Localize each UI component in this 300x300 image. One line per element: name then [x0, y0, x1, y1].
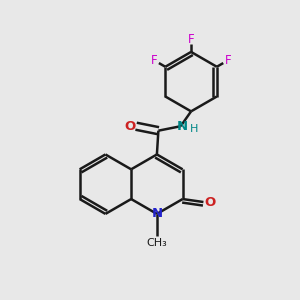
Text: F: F	[225, 54, 231, 67]
Text: F: F	[188, 33, 194, 46]
Text: O: O	[124, 120, 135, 133]
Text: H: H	[190, 124, 198, 134]
Text: N: N	[151, 207, 163, 220]
Text: CH₃: CH₃	[146, 238, 167, 248]
Text: N: N	[177, 120, 188, 133]
Text: F: F	[151, 54, 158, 67]
Text: O: O	[204, 196, 216, 208]
